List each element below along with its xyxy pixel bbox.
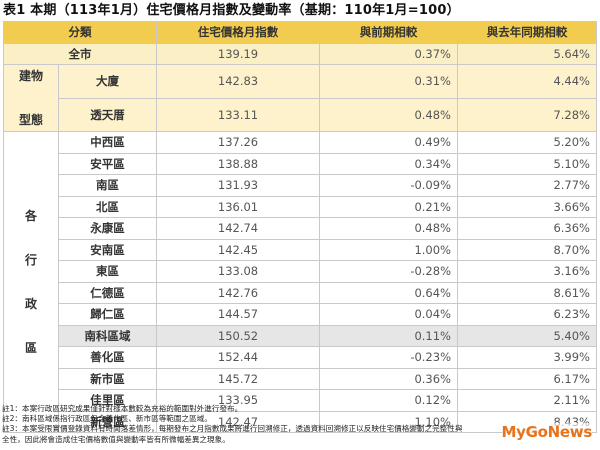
row-index: 142.83 [156,64,320,99]
price-index-table: 分類 住宅價格月指數 與前期相較 與去年同期相較 全市 139.19 0.37%… [3,21,597,433]
row-name: 善化區 [58,346,157,369]
row-yoy: 4.44% [457,64,597,99]
row-name: 大廈 [58,64,157,99]
table-row: 建物 型態 大廈 142.83 0.31% 4.44% [3,64,597,132]
footnote-1: 註1：本案行政區研究成果僅針對樣本數較為充裕的範圍對外進行發布。 [2,404,243,413]
row-yoy: 6.17% [457,367,597,390]
row-mom: 0.11% [319,324,458,347]
row-mom: 0.49% [319,131,458,154]
row-index: 139.19 [156,42,320,65]
row-mom: -0.23% [319,346,458,369]
table-title: 表1 本期（113年1月）住宅價格月指數及變動率（基期：110年1月=100） [3,3,460,18]
row-name: 全市 [3,42,157,65]
table-row-total: 全市 139.19 0.37% 5.64% [3,42,597,65]
table-row: 各行政區中西區 137.26 0.49% 5.20% [3,131,597,433]
row-yoy: 6.36% [457,217,597,240]
row-name: 中西區 [58,131,157,154]
row-name: 仁德區 [58,281,157,304]
group-building-type: 建物 型態 [3,64,59,132]
table-row: 北區 136.01 0.21% 3.66% [4,195,597,218]
header-index: 住宅價格月指數 [156,21,320,44]
row-index: 136.01 [156,195,320,218]
row-mom: -0.28% [319,260,458,283]
row-yoy: 3.16% [457,260,597,283]
row-name: 南科區域 [58,324,157,347]
row-yoy: 5.10% [457,152,597,175]
row-name: 新市區 [58,367,157,390]
row-yoy: 8.70% [457,238,597,261]
row-name: 安平區 [58,152,157,175]
row-name: 東區 [58,260,157,283]
table-row: 新營區 142.47 1.10% 8.43% [4,410,597,433]
row-index: 138.88 [156,152,320,175]
row-mom: 1.00% [319,238,458,261]
row-index: 137.26 [156,131,320,154]
group-districts: 各行政區 [3,131,59,433]
row-yoy: 7.28% [457,97,597,132]
row-index: 142.47 [156,410,320,433]
row-mom: 0.36% [319,367,458,390]
row-mom: -0.09% [319,174,458,197]
row-mom: 0.37% [319,42,458,65]
table-row: 新市區 145.72 0.36% 6.17% [4,367,597,390]
logo-prefix: My [501,423,526,441]
row-name: 歸仁區 [58,303,157,326]
table-row: 永康區 142.74 0.48% 6.36% [4,217,597,240]
row-mom: 1.10% [319,410,458,433]
row-name: 永康區 [58,217,157,240]
logo-main: GoNews [525,423,593,441]
table-row: 東區 133.08 -0.28% 3.16% [4,260,597,283]
row-yoy: 5.20% [457,131,597,154]
row-index: 133.08 [156,260,320,283]
row-index: 144.57 [156,303,320,326]
table-row: 南科區域 150.52 0.11% 5.40% [4,324,597,347]
header-mom: 與前期相較 [319,21,458,44]
table-row: 安南區 142.45 1.00% 8.70% [4,238,597,261]
row-index: 131.93 [156,174,320,197]
header-category: 分類 [3,21,157,44]
row-yoy: 5.64% [457,42,597,65]
row-yoy: 8.61% [457,281,597,304]
row-index: 142.76 [156,281,320,304]
row-mom: 0.48% [319,217,458,240]
row-yoy: 2.77% [457,174,597,197]
table-row: 善化區 152.44 -0.23% 3.99% [4,346,597,369]
row-name: 透天厝 [58,97,157,132]
row-mom: 0.31% [319,64,458,99]
row-index: 145.72 [156,367,320,390]
footnote-3: 註3：本案受限實價登錄資料有時間落差情形，每期發布之月指數成果將進行回溯修正，透… [2,424,463,434]
header-row: 分類 住宅價格月指數 與前期相較 與去年同期相較 [3,21,597,44]
row-yoy: 3.99% [457,346,597,369]
row-index: 133.11 [156,97,320,132]
footnote-4: 全性，因此將會造成住宅價格數值與變動率皆有所微幅差異之現象。 [2,434,230,444]
table-row: 歸仁區 144.57 0.04% 6.23% [4,303,597,326]
header-yoy: 與去年同期相較 [457,21,597,44]
row-yoy: 5.40% [457,324,597,347]
row-index: 142.74 [156,217,320,240]
row-name: 安南區 [58,238,157,261]
row-mom: 0.64% [319,281,458,304]
row-mom: 0.21% [319,195,458,218]
table-row: 透天厝 133.11 0.48% 7.28% [4,97,597,132]
table-row: 安平區 138.88 0.34% 5.10% [4,152,597,175]
footnotes: 註1：本案行政區研究成果僅針對樣本數較為充裕的範圍對外進行發布。 註2：南科區域… [2,404,598,445]
table-row: 仁德區 142.76 0.64% 8.61% [4,281,597,304]
row-name: 新營區 [58,410,157,433]
row-yoy: 3.66% [457,195,597,218]
table-row: 南區 131.93 -0.09% 2.77% [4,174,597,197]
row-name: 南區 [58,174,157,197]
row-mom: 0.34% [319,152,458,175]
row-yoy: 6.23% [457,303,597,326]
row-index: 142.45 [156,238,320,261]
footnote-2: 註2：南科區域係指行政區包含善化區、新市區等範圍之區域。 [2,414,212,424]
row-mom: 0.04% [319,303,458,326]
row-mom: 0.48% [319,97,458,132]
mygonews-logo: MyGoNews [501,423,593,441]
row-index: 152.44 [156,346,320,369]
row-index: 150.52 [156,324,320,347]
row-name: 北區 [58,195,157,218]
